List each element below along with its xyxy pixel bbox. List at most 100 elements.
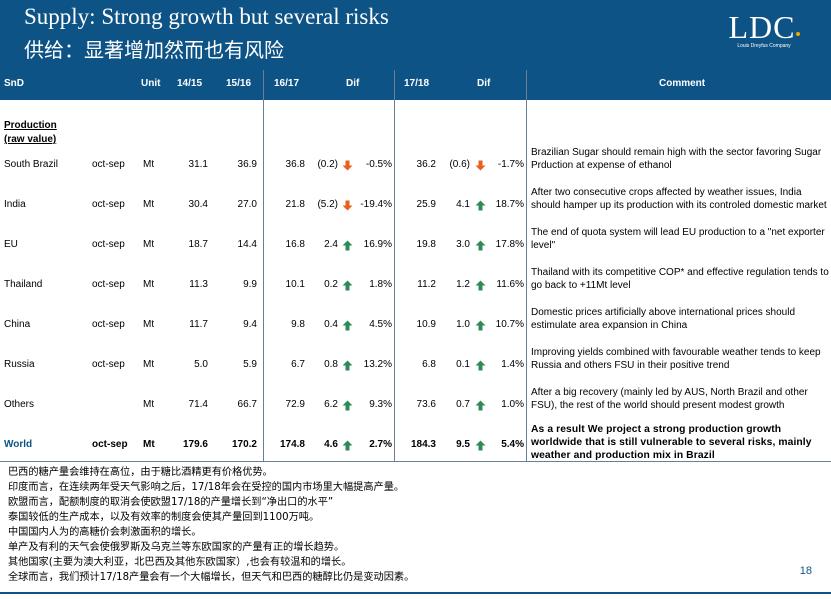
table-header: SnD Unit 14/15 15/16 16/17 Dif 17/18 Dif…	[0, 70, 831, 100]
dif-1617-pct: -19.4%	[360, 199, 392, 210]
row-label: China	[4, 319, 31, 330]
header-dif-1617: Dif	[346, 78, 360, 89]
row-unit: Mt	[143, 159, 155, 170]
dif-1617-abs: 0.2	[324, 279, 338, 290]
row-period: oct-sep	[92, 159, 125, 170]
dif-1718-pct: 1.0%	[501, 399, 524, 410]
table-row: South Brazil oct-sep Mt 31.1 36.9 36.8 (…	[0, 146, 831, 186]
section-title-production: Production	[4, 120, 57, 131]
row-unit: Mt	[143, 439, 155, 450]
note-line: 其他国家(主要为澳大利亚，北巴西及其他东欧国家）,也会有较温和的增长。	[8, 557, 352, 568]
note-line: 泰国较低的生产成本，以及有效率的制度会使其产量回到1100万吨。	[8, 512, 320, 523]
dif-1617-arrow-icon	[342, 280, 353, 291]
dif-1617-pct: 16.9%	[363, 239, 392, 250]
row-period: oct-sep	[92, 239, 125, 250]
dif-1617-pct: 1.8%	[369, 279, 392, 290]
table-row: Russia oct-sep Mt 5.0 5.9 6.7 0.8 13.2% …	[0, 346, 831, 386]
row-label: South Brazil	[4, 159, 58, 170]
dif-1718-abs: 0.1	[456, 359, 470, 370]
value-1516: 14.4	[237, 239, 257, 250]
value-1415: 31.1	[188, 159, 208, 170]
slide-title-english: Supply: Strong growth but several risks	[24, 4, 389, 29]
value-1516: 27.0	[237, 199, 257, 210]
header-unit: Unit	[141, 78, 161, 89]
dif-1617-abs: 2.4	[324, 239, 338, 250]
row-unit: Mt	[143, 279, 155, 290]
row-comment: Improving yields combined with favourabl…	[531, 347, 821, 371]
note-line: 中国国内人为的高糖价会刺激面积的增长。	[8, 527, 202, 538]
value-1718: 25.9	[416, 199, 436, 210]
row-unit: Mt	[143, 319, 155, 330]
dif-1617-abs: (5.2)	[317, 199, 338, 210]
dif-1617-pct: 4.5%	[369, 319, 392, 330]
row-period: oct-sep	[92, 439, 128, 450]
value-1516: 9.4	[243, 319, 257, 330]
value-1617: 16.8	[285, 239, 305, 250]
section-title: Production (raw value)	[4, 119, 57, 147]
note-line: 欧盟而言，配额制度的取消会使欧盟17/18的产量增长到“净出口的水平”	[8, 497, 334, 508]
dif-1718-arrow-icon	[475, 360, 486, 371]
dif-1718-abs: 1.0	[456, 319, 470, 330]
row-comment: As a result We project a strong producti…	[531, 424, 812, 461]
row-unit: Mt	[143, 239, 155, 250]
section-title-raw-value: (raw value)	[4, 134, 57, 145]
value-1516: 5.9	[243, 359, 257, 370]
row-period: oct-sep	[92, 359, 125, 370]
dif-1617-arrow-icon	[342, 440, 353, 451]
logo-dot	[795, 32, 800, 36]
value-1415: 18.7	[188, 239, 208, 250]
dif-1617-abs: (0.2)	[317, 159, 338, 170]
dif-1617-abs: 4.6	[324, 439, 338, 450]
dif-1718-arrow-icon	[475, 280, 486, 291]
dif-1718-arrow-icon	[475, 160, 486, 171]
value-1718: 11.2	[417, 279, 436, 290]
value-1718: 10.9	[416, 319, 436, 330]
row-comment: The end of quota system will lead EU pro…	[531, 227, 825, 251]
dif-1718-pct: 17.8%	[495, 239, 524, 250]
dif-1617-arrow-icon	[342, 240, 353, 251]
header-1516: 15/16	[226, 78, 252, 89]
dif-1718-pct: 10.7%	[495, 319, 524, 330]
dif-1718-abs: (0.6)	[449, 159, 470, 170]
dif-1617-abs: 0.4	[324, 319, 338, 330]
logo-letters: LDC	[728, 9, 796, 45]
page-number: 18	[799, 565, 812, 577]
dif-1718-pct: 18.7%	[495, 199, 524, 210]
dif-1617-pct: -0.5%	[365, 159, 392, 170]
row-label: World	[4, 439, 33, 450]
row-period: oct-sep	[92, 319, 125, 330]
row-comment: After a big recovery (mainly led by AUS,…	[531, 387, 808, 411]
row-period: oct-sep	[92, 279, 125, 290]
row-label: India	[4, 199, 26, 210]
slide-title-chinese: 供给：显著增加然而也有风险	[24, 38, 284, 62]
table-row-total: World oct-sep Mt 179.6 170.2 174.8 4.6 2…	[0, 424, 831, 466]
header-1617: 16/17	[274, 78, 300, 89]
row-period: oct-sep	[92, 199, 125, 210]
table-row: Thailand oct-sep Mt 11.3 9.9 10.1 0.2 1.…	[0, 266, 831, 306]
note-line: 巴西的糖产量会维持在高位，由于糖比酒精更有价格优势。	[8, 467, 273, 478]
header-dif-1718: Dif	[477, 78, 491, 89]
logo-subtitle: Louis Dreyfus Company	[737, 43, 791, 49]
dif-1718-arrow-icon	[475, 320, 486, 331]
column-divider	[394, 70, 395, 462]
value-1516: 66.7	[237, 399, 257, 410]
chinese-notes: 巴西的糖产量会维持在高位，由于糖比酒精更有价格优势。印度而言，在连续两年受天气影…	[8, 465, 414, 585]
value-1516: 170.2	[231, 439, 257, 450]
value-1617: 9.8	[291, 319, 305, 330]
note-line: 单产及有利的天气会使俄罗斯及乌克兰等东欧国家的产量有正的增长趋势。	[8, 542, 345, 553]
table-bottom-line	[0, 461, 831, 462]
row-label: EU	[4, 239, 18, 250]
value-1415: 11.7	[189, 319, 208, 330]
dif-1718-abs: 3.0	[456, 239, 470, 250]
dif-1617-arrow-icon	[342, 200, 353, 211]
dif-1718-pct: 5.4%	[501, 439, 524, 450]
value-1718: 184.3	[410, 439, 436, 450]
logo-text: LDC	[721, 10, 807, 44]
row-unit: Mt	[143, 399, 155, 410]
dif-1617-pct: 2.7%	[369, 439, 392, 450]
dif-1718-arrow-icon	[475, 400, 486, 411]
dif-1718-abs: 9.5	[456, 439, 470, 450]
dif-1718-arrow-icon	[475, 240, 486, 251]
note-line: 印度而言，在连续两年受天气影响之后，17/18年会在受控的国内市场里大幅提高产量…	[8, 482, 405, 493]
table-row: EU oct-sep Mt 18.7 14.4 16.8 2.4 16.9% 1…	[0, 226, 831, 266]
